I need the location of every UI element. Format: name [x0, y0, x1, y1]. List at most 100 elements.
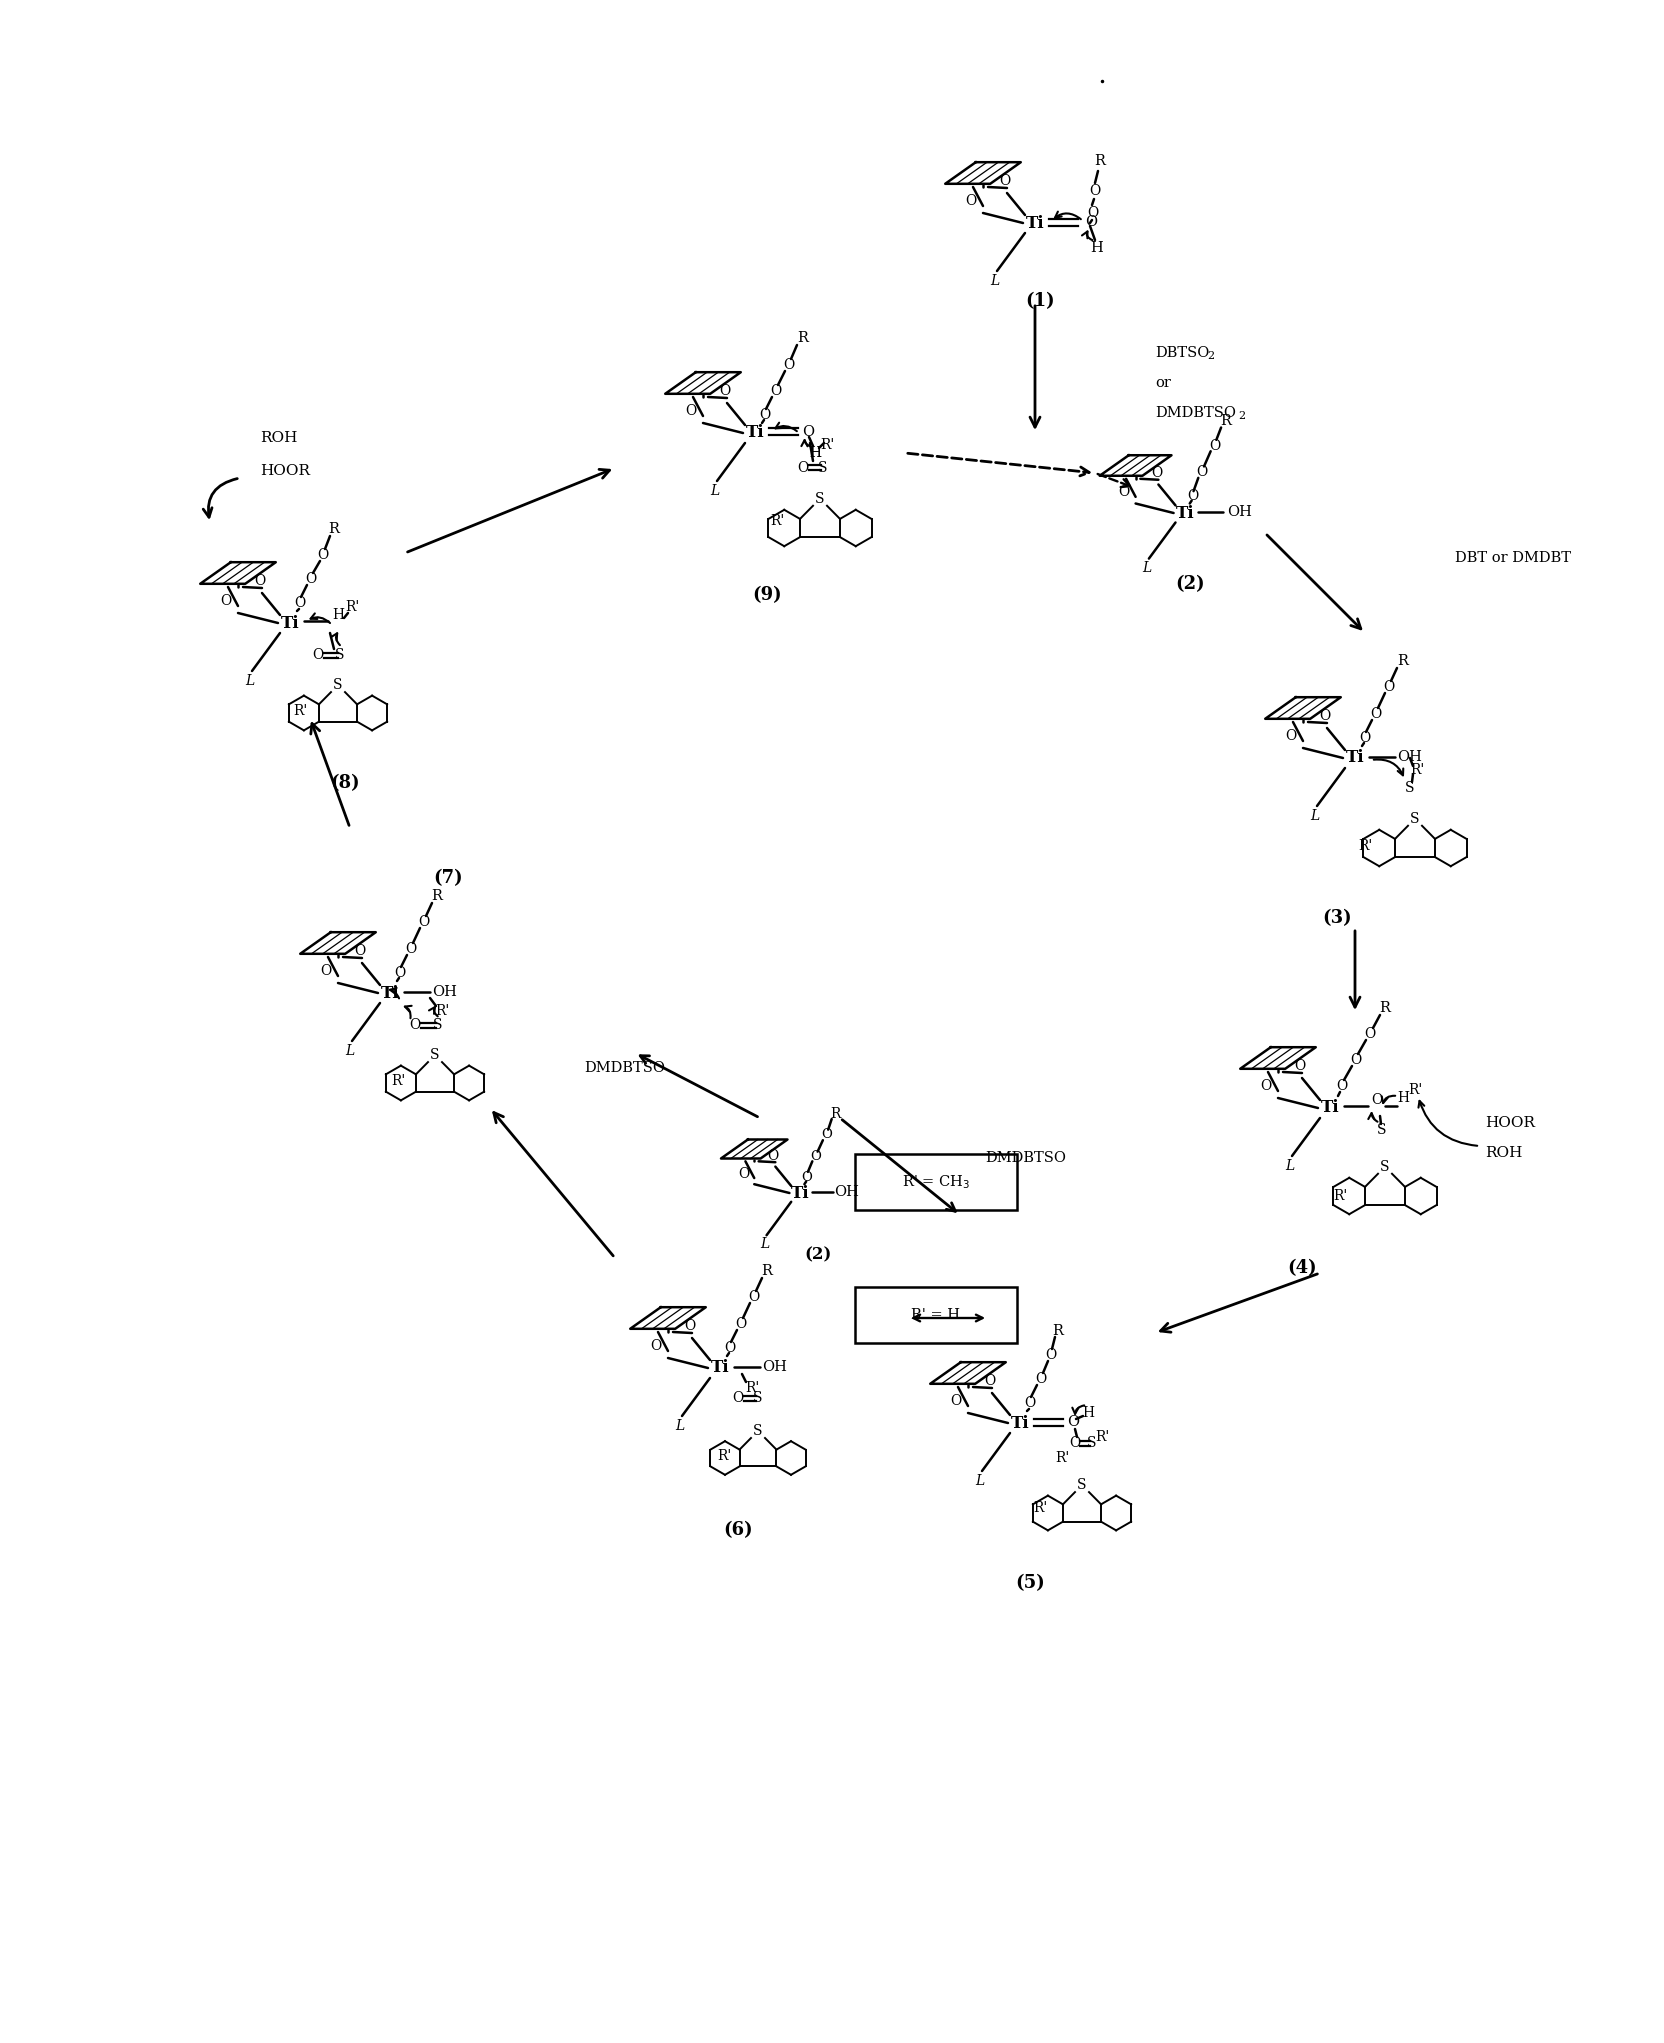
- Text: O: O: [1371, 1093, 1383, 1107]
- Text: R': R': [391, 1075, 404, 1089]
- Text: O: O: [418, 915, 429, 930]
- Text: O: O: [1364, 1028, 1376, 1042]
- Text: L: L: [1285, 1158, 1295, 1173]
- Text: H: H: [809, 445, 820, 460]
- Text: O: O: [732, 1391, 744, 1406]
- Text: S: S: [1411, 811, 1419, 825]
- Text: O: O: [1090, 184, 1100, 198]
- Text: R: R: [762, 1265, 772, 1279]
- Text: O: O: [1067, 1416, 1078, 1428]
- Text: DBTSO: DBTSO: [1155, 345, 1210, 360]
- Text: (9): (9): [752, 586, 782, 605]
- Text: 2: 2: [1238, 411, 1245, 421]
- Text: O: O: [1359, 731, 1371, 746]
- Text: H: H: [333, 609, 344, 621]
- Text: R: R: [1379, 1001, 1391, 1015]
- Text: Ti: Ti: [1321, 1099, 1340, 1118]
- Text: S: S: [431, 1048, 439, 1062]
- Text: O: O: [784, 358, 795, 372]
- Text: L: L: [346, 1044, 354, 1058]
- Text: (8): (8): [329, 774, 359, 793]
- Text: R: R: [1095, 153, 1105, 168]
- Text: O: O: [1285, 729, 1296, 744]
- Text: S: S: [819, 462, 827, 476]
- Text: O: O: [802, 1171, 812, 1183]
- Text: R: R: [431, 889, 443, 903]
- Text: H: H: [1398, 1091, 1409, 1105]
- Text: R': R': [1095, 1430, 1110, 1444]
- Text: O: O: [767, 1148, 779, 1162]
- Text: Ti: Ti: [1176, 505, 1195, 521]
- Text: O: O: [1151, 466, 1161, 480]
- Text: OH: OH: [834, 1185, 859, 1199]
- Text: O: O: [1025, 1395, 1035, 1410]
- Text: L: L: [245, 674, 255, 688]
- Text: O: O: [394, 966, 406, 981]
- Text: S: S: [1406, 780, 1414, 795]
- Text: R': R': [770, 515, 784, 527]
- Text: S: S: [754, 1424, 762, 1438]
- Text: S: S: [815, 492, 825, 507]
- Text: H: H: [809, 445, 820, 460]
- Text: R: R: [1053, 1324, 1063, 1338]
- Text: R: R: [328, 523, 339, 535]
- Text: Ti: Ti: [281, 615, 300, 631]
- Text: S: S: [433, 1017, 443, 1032]
- Text: L: L: [1142, 562, 1151, 574]
- Text: R' = CH$_3$: R' = CH$_3$: [902, 1173, 970, 1191]
- Text: O: O: [1000, 174, 1010, 188]
- Text: S: S: [754, 1391, 762, 1406]
- Text: R' = H: R' = H: [912, 1308, 960, 1322]
- Text: R': R': [745, 1381, 759, 1395]
- Text: O: O: [255, 574, 266, 588]
- Text: R': R': [293, 705, 308, 717]
- Text: R': R': [1033, 1502, 1047, 1516]
- Text: (4): (4): [1288, 1258, 1316, 1277]
- Text: or: or: [1155, 376, 1171, 390]
- Text: O: O: [406, 942, 416, 956]
- Text: L: L: [711, 484, 719, 498]
- Text: (7): (7): [433, 868, 463, 887]
- Text: R': R': [1055, 1451, 1070, 1465]
- Text: OH: OH: [1398, 750, 1423, 764]
- Text: R': R': [1358, 840, 1373, 854]
- Text: O: O: [220, 595, 231, 609]
- Text: O: O: [1186, 488, 1198, 503]
- Text: O: O: [409, 1017, 421, 1032]
- Text: S: S: [1379, 1160, 1389, 1175]
- Text: R': R': [434, 1003, 449, 1017]
- Text: R: R: [797, 331, 809, 345]
- Text: O: O: [1118, 484, 1130, 498]
- Text: O: O: [686, 405, 697, 419]
- Text: O: O: [651, 1338, 662, 1352]
- Text: O: O: [1196, 466, 1208, 480]
- Text: (2): (2): [1175, 576, 1205, 592]
- Text: R': R': [344, 601, 359, 615]
- Text: DMDBTSO: DMDBTSO: [985, 1150, 1067, 1165]
- Text: (5): (5): [1015, 1573, 1045, 1591]
- Text: HOOR: HOOR: [1484, 1115, 1534, 1130]
- Text: O: O: [950, 1393, 962, 1408]
- Text: R': R': [1409, 762, 1424, 776]
- Text: O: O: [802, 425, 814, 439]
- Text: S: S: [1087, 1436, 1097, 1451]
- Text: (6): (6): [724, 1520, 752, 1538]
- Text: O: O: [759, 409, 770, 423]
- Text: (2): (2): [804, 1246, 832, 1263]
- Text: S: S: [334, 648, 344, 662]
- Text: O: O: [684, 1320, 696, 1332]
- Text: O: O: [1085, 215, 1097, 229]
- Text: OH: OH: [433, 985, 458, 999]
- Text: Ti: Ti: [711, 1359, 729, 1377]
- Text: R': R': [820, 437, 834, 452]
- Text: O: O: [313, 648, 323, 662]
- Text: O: O: [1383, 680, 1394, 695]
- Text: O: O: [1045, 1348, 1057, 1363]
- Text: L: L: [760, 1238, 769, 1250]
- Text: L: L: [1310, 809, 1320, 823]
- Text: O: O: [1035, 1373, 1047, 1385]
- Text: H: H: [1090, 241, 1103, 255]
- Text: R': R': [717, 1448, 730, 1463]
- Text: O: O: [820, 1128, 832, 1142]
- Text: O: O: [770, 384, 782, 398]
